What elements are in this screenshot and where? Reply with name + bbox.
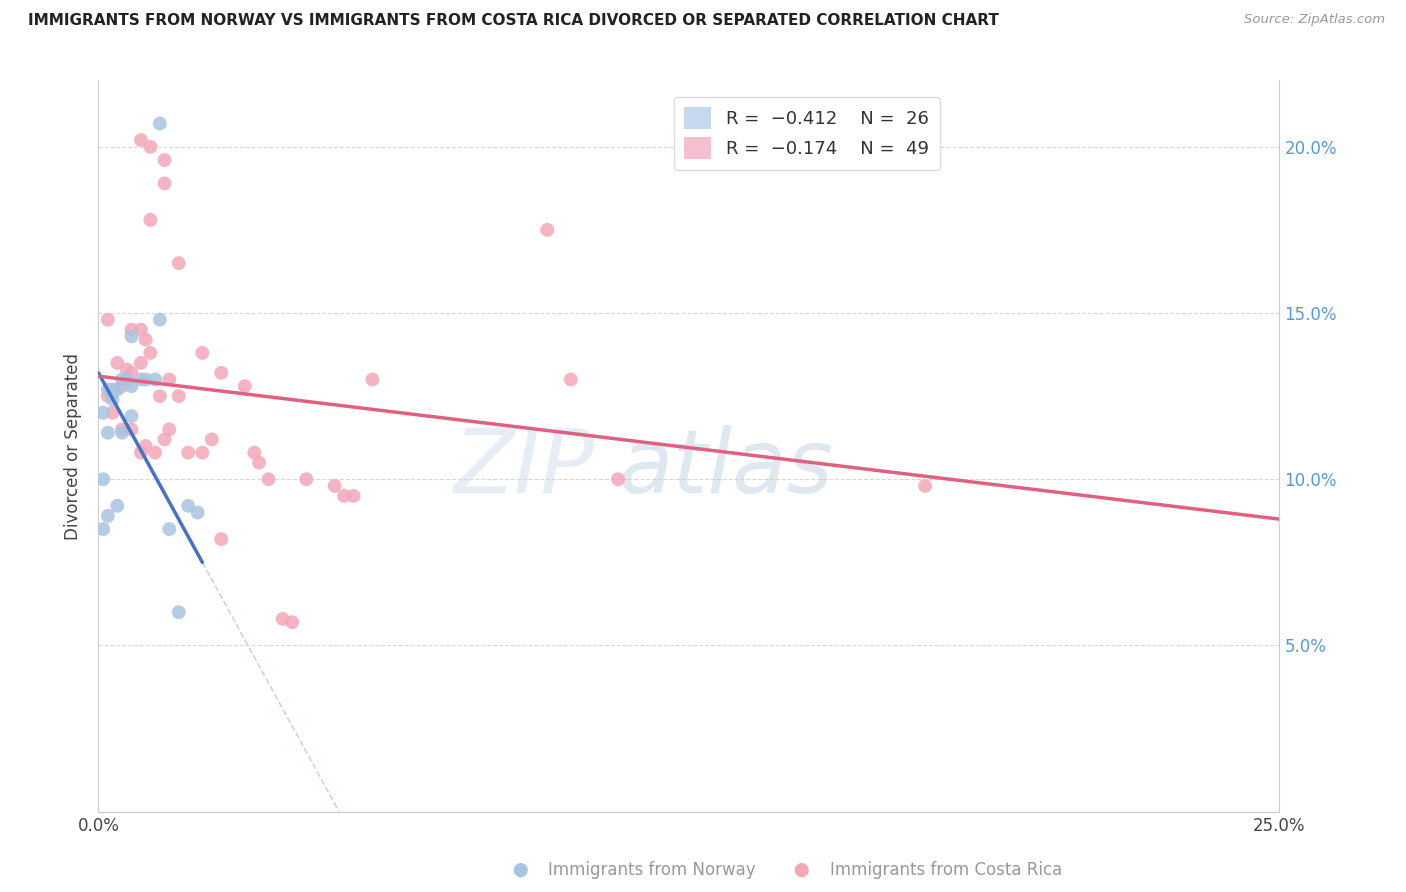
Point: [342, 489, 364, 503]
Point: [153, 153, 176, 167]
Point: [257, 472, 280, 486]
Point: [177, 445, 200, 459]
Text: Immigrants from Norway: Immigrants from Norway: [548, 861, 756, 879]
Point: [361, 372, 384, 386]
Point: [121, 409, 143, 423]
Point: [295, 472, 318, 486]
Point: [233, 379, 256, 393]
Point: [560, 372, 582, 386]
Point: [129, 445, 152, 459]
Text: IMMIGRANTS FROM NORWAY VS IMMIGRANTS FROM COSTA RICA DIVORCED OR SEPARATED CORRE: IMMIGRANTS FROM NORWAY VS IMMIGRANTS FRO…: [28, 13, 1000, 29]
Point: [129, 323, 152, 337]
Point: [129, 133, 152, 147]
Point: [111, 379, 134, 393]
Text: ⬤: ⬤: [793, 863, 810, 877]
Point: [121, 329, 143, 343]
Point: [135, 333, 157, 347]
Point: [209, 532, 232, 546]
Point: [209, 366, 232, 380]
Point: [101, 385, 124, 400]
Point: [97, 383, 120, 397]
Point: [167, 605, 190, 619]
Point: [191, 445, 214, 459]
Point: [111, 372, 134, 386]
Point: [97, 508, 120, 523]
Point: [97, 425, 120, 440]
Point: [97, 389, 120, 403]
Point: [271, 612, 294, 626]
Point: [201, 433, 224, 447]
Point: [157, 372, 180, 386]
Point: [607, 472, 630, 486]
Point: [157, 422, 180, 436]
Point: [115, 372, 138, 386]
Point: [167, 256, 190, 270]
Point: [91, 406, 114, 420]
Text: atlas: atlas: [619, 425, 832, 511]
Point: [243, 445, 266, 459]
Point: [143, 445, 166, 459]
Point: [101, 406, 124, 420]
Point: [115, 362, 138, 376]
Point: [323, 479, 346, 493]
Point: [111, 425, 134, 440]
Point: [121, 366, 143, 380]
Point: [91, 472, 114, 486]
Point: [97, 312, 120, 326]
Point: [149, 312, 172, 326]
Point: [187, 506, 209, 520]
Text: ⬤: ⬤: [512, 863, 529, 877]
Point: [333, 489, 356, 503]
Point: [536, 223, 558, 237]
Point: [139, 140, 162, 154]
Point: [153, 433, 176, 447]
Point: [247, 456, 270, 470]
Point: [129, 372, 152, 386]
Point: [139, 346, 162, 360]
Point: [143, 372, 166, 386]
Legend: R =  −0.412    N =  26, R =  −0.174    N =  49: R = −0.412 N = 26, R = −0.174 N = 49: [673, 96, 939, 169]
Text: Source: ZipAtlas.com: Source: ZipAtlas.com: [1244, 13, 1385, 27]
Point: [105, 383, 128, 397]
Y-axis label: Divorced or Separated: Divorced or Separated: [65, 352, 83, 540]
Point: [135, 372, 157, 386]
Point: [153, 177, 176, 191]
Point: [191, 346, 214, 360]
Point: [105, 499, 128, 513]
Point: [914, 479, 936, 493]
Point: [121, 323, 143, 337]
Point: [121, 379, 143, 393]
Point: [101, 383, 124, 397]
Point: [101, 392, 124, 407]
Point: [111, 422, 134, 436]
Text: Immigrants from Costa Rica: Immigrants from Costa Rica: [830, 861, 1062, 879]
Text: ZIP: ZIP: [454, 425, 595, 511]
Point: [167, 389, 190, 403]
Point: [149, 389, 172, 403]
Point: [281, 615, 304, 630]
Point: [135, 439, 157, 453]
Point: [149, 116, 172, 130]
Point: [91, 522, 114, 536]
Point: [105, 356, 128, 370]
Point: [177, 499, 200, 513]
Point: [129, 356, 152, 370]
Point: [121, 422, 143, 436]
Point: [157, 522, 180, 536]
Point: [139, 213, 162, 227]
